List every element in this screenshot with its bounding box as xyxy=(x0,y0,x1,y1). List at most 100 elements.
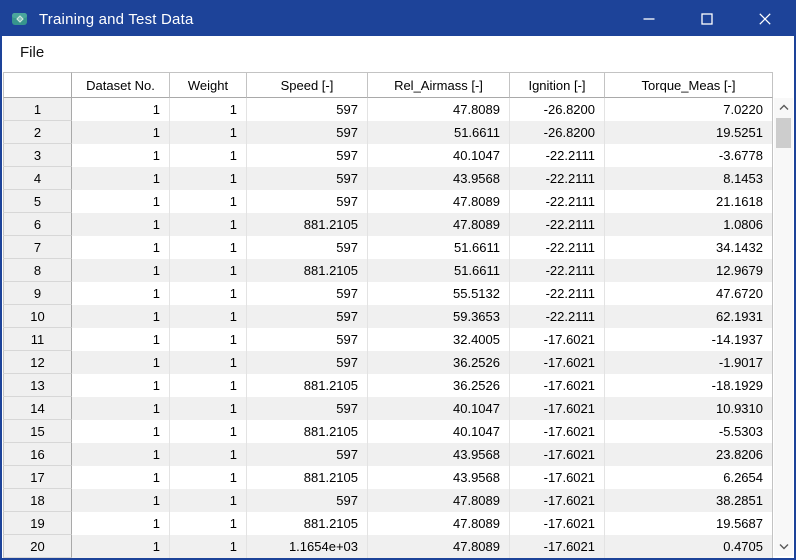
table-cell[interactable]: -5.5303 xyxy=(605,420,773,443)
table-cell[interactable]: 1 xyxy=(72,144,170,167)
column-header-speed[interactable]: Speed [-] xyxy=(247,72,368,98)
table-cell[interactable]: 47.8089 xyxy=(368,213,510,236)
table-cell[interactable]: -22.2111 xyxy=(510,282,605,305)
row-header[interactable]: 19 xyxy=(3,512,72,535)
row-header[interactable]: 7 xyxy=(3,236,72,259)
table-cell[interactable]: -17.6021 xyxy=(510,374,605,397)
table-cell[interactable]: 47.8089 xyxy=(368,98,510,121)
table-cell[interactable]: -22.2111 xyxy=(510,259,605,282)
table-cell[interactable]: 1 xyxy=(170,213,247,236)
row-header[interactable]: 13 xyxy=(3,374,72,397)
row-header[interactable]: 3 xyxy=(3,144,72,167)
table-cell[interactable]: 597 xyxy=(247,489,368,512)
table-cell[interactable]: 43.9568 xyxy=(368,167,510,190)
table-cell[interactable]: 1 xyxy=(170,374,247,397)
table-cell[interactable]: 40.1047 xyxy=(368,397,510,420)
row-header[interactable]: 8 xyxy=(3,259,72,282)
table-cell[interactable]: 1 xyxy=(170,420,247,443)
table-cell[interactable]: 881.2105 xyxy=(247,466,368,489)
table-cell[interactable]: 10.9310 xyxy=(605,397,773,420)
table-cell[interactable]: 1 xyxy=(170,167,247,190)
table-cell[interactable]: 597 xyxy=(247,443,368,466)
table-cell[interactable]: 597 xyxy=(247,305,368,328)
table-cell[interactable]: 1 xyxy=(72,466,170,489)
table-cell[interactable]: -26.8200 xyxy=(510,121,605,144)
table-cell[interactable]: 40.1047 xyxy=(368,420,510,443)
row-header[interactable]: 11 xyxy=(3,328,72,351)
table-cell[interactable]: -22.2111 xyxy=(510,305,605,328)
table-cell[interactable]: 1 xyxy=(170,351,247,374)
table-cell[interactable]: -22.2111 xyxy=(510,236,605,259)
row-header[interactable]: 6 xyxy=(3,213,72,236)
table-cell[interactable]: -17.6021 xyxy=(510,420,605,443)
table-cell[interactable]: 597 xyxy=(247,236,368,259)
table-cell[interactable]: -3.6778 xyxy=(605,144,773,167)
table-cell[interactable]: 1 xyxy=(72,259,170,282)
row-header[interactable]: 5 xyxy=(3,190,72,213)
column-header-rel-airmass[interactable]: Rel_Airmass [-] xyxy=(368,72,510,98)
scroll-down-button[interactable] xyxy=(774,537,793,556)
row-header[interactable]: 20 xyxy=(3,535,72,558)
table-cell[interactable]: -17.6021 xyxy=(510,489,605,512)
table-cell[interactable]: 1 xyxy=(170,282,247,305)
table-cell[interactable]: 1.0806 xyxy=(605,213,773,236)
table-cell[interactable]: 1.1654e+03 xyxy=(247,535,368,558)
scroll-up-button[interactable] xyxy=(774,98,793,117)
column-header-torque-meas[interactable]: Torque_Meas [-] xyxy=(605,72,773,98)
table-cell[interactable]: 1 xyxy=(170,328,247,351)
table-cell[interactable]: 47.6720 xyxy=(605,282,773,305)
table-cell[interactable]: 597 xyxy=(247,121,368,144)
table-cell[interactable]: 1 xyxy=(72,236,170,259)
table-cell[interactable]: 1 xyxy=(170,443,247,466)
row-header[interactable]: 18 xyxy=(3,489,72,512)
table-cell[interactable]: 597 xyxy=(247,190,368,213)
table-cell[interactable]: 1 xyxy=(72,374,170,397)
table-cell[interactable]: -17.6021 xyxy=(510,328,605,351)
row-header[interactable]: 9 xyxy=(3,282,72,305)
table-cell[interactable]: -22.2111 xyxy=(510,190,605,213)
table-cell[interactable]: 19.5251 xyxy=(605,121,773,144)
table-cell[interactable]: -17.6021 xyxy=(510,397,605,420)
table-cell[interactable]: 881.2105 xyxy=(247,213,368,236)
table-cell[interactable]: 38.2851 xyxy=(605,489,773,512)
table-cell[interactable]: 1 xyxy=(72,328,170,351)
table-cell[interactable]: 1 xyxy=(72,121,170,144)
table-cell[interactable]: 1 xyxy=(72,420,170,443)
table-cell[interactable]: 8.1453 xyxy=(605,167,773,190)
table-cell[interactable]: 1 xyxy=(170,236,247,259)
table-cell[interactable]: 62.1931 xyxy=(605,305,773,328)
table-cell[interactable]: 1 xyxy=(170,305,247,328)
table-cell[interactable]: 881.2105 xyxy=(247,374,368,397)
table-cell[interactable]: 1 xyxy=(72,351,170,374)
table-cell[interactable]: 1 xyxy=(72,98,170,121)
table-cell[interactable]: 881.2105 xyxy=(247,420,368,443)
table-cell[interactable]: 1 xyxy=(72,167,170,190)
table-cell[interactable]: -17.6021 xyxy=(510,512,605,535)
table-cell[interactable]: 47.8089 xyxy=(368,190,510,213)
close-button[interactable] xyxy=(736,2,794,36)
table-cell[interactable]: 1 xyxy=(72,512,170,535)
row-header[interactable]: 4 xyxy=(3,167,72,190)
table-cell[interactable]: -26.8200 xyxy=(510,98,605,121)
table-cell[interactable]: -22.2111 xyxy=(510,167,605,190)
table-cell[interactable]: 597 xyxy=(247,282,368,305)
table-cell[interactable]: 597 xyxy=(247,167,368,190)
table-cell[interactable]: -1.9017 xyxy=(605,351,773,374)
table-cell[interactable]: 1 xyxy=(170,489,247,512)
table-cell[interactable]: -22.2111 xyxy=(510,213,605,236)
table-cell[interactable]: 47.8089 xyxy=(368,512,510,535)
table-cell[interactable]: 597 xyxy=(247,328,368,351)
table-cell[interactable]: -17.6021 xyxy=(510,351,605,374)
row-header[interactable]: 15 xyxy=(3,420,72,443)
table-cell[interactable]: 6.2654 xyxy=(605,466,773,489)
table-cell[interactable]: 43.9568 xyxy=(368,443,510,466)
table-cell[interactable]: 47.8089 xyxy=(368,535,510,558)
table-cell[interactable]: 881.2105 xyxy=(247,512,368,535)
table-cell[interactable]: 21.1618 xyxy=(605,190,773,213)
column-header-dataset-no[interactable]: Dataset No. xyxy=(72,72,170,98)
table-cell[interactable]: 55.5132 xyxy=(368,282,510,305)
table-cell[interactable]: 0.4705 xyxy=(605,535,773,558)
row-header[interactable]: 16 xyxy=(3,443,72,466)
table-cell[interactable]: 1 xyxy=(170,121,247,144)
table-cell[interactable]: 597 xyxy=(247,144,368,167)
